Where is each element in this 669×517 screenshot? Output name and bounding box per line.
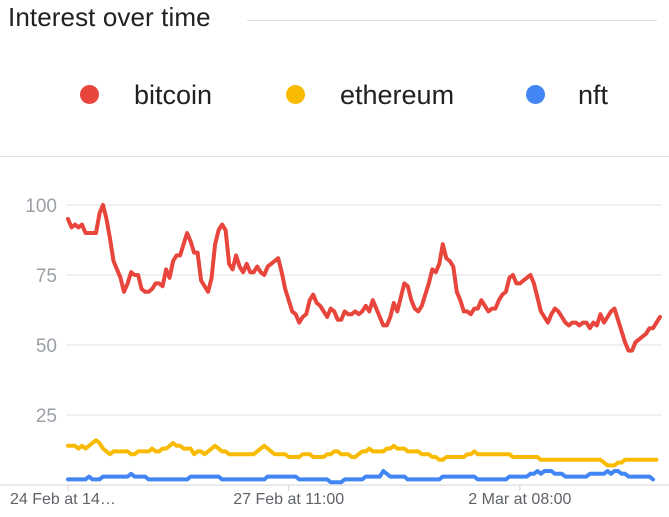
- legend-label-nft: nft: [578, 80, 609, 110]
- chart-legend: bitcoin ethereum nft: [0, 60, 669, 130]
- axis-layer: 25 50 75 100 24 Feb at 14… 27 Feb at 11:00 2 M…: [10, 196, 572, 508]
- widget-header: Interest over time: [0, 0, 669, 40]
- legend-dot-nft: [526, 85, 545, 104]
- legend-label-bitcoin: bitcoin: [134, 80, 213, 110]
- header-rule: [247, 20, 657, 21]
- legend-dot-bitcoin: [80, 85, 99, 104]
- y-tick-label: 25: [36, 406, 57, 427]
- series-line-nft[interactable]: [66, 469, 655, 485]
- widget-title: Interest over time: [8, 2, 211, 32]
- y-tick-label: 100: [25, 196, 57, 217]
- series-line-bitcoin[interactable]: [66, 203, 662, 353]
- x-tick-label: 27 Feb at 11:00: [233, 491, 344, 508]
- series-layer: [66, 203, 662, 485]
- legend-dot-ethereum: [286, 85, 305, 104]
- y-tick-label: 75: [36, 266, 57, 287]
- grid-layer: [0, 204, 669, 486]
- series-line-ethereum[interactable]: [66, 438, 659, 468]
- x-tick-label: 2 Mar at 08:00: [468, 491, 571, 508]
- x-tick-label: 24 Feb at 14…: [10, 491, 116, 508]
- legend-divider: [0, 156, 669, 157]
- y-tick-label: 50: [36, 336, 57, 357]
- legend-label-ethereum: ethereum: [340, 80, 455, 110]
